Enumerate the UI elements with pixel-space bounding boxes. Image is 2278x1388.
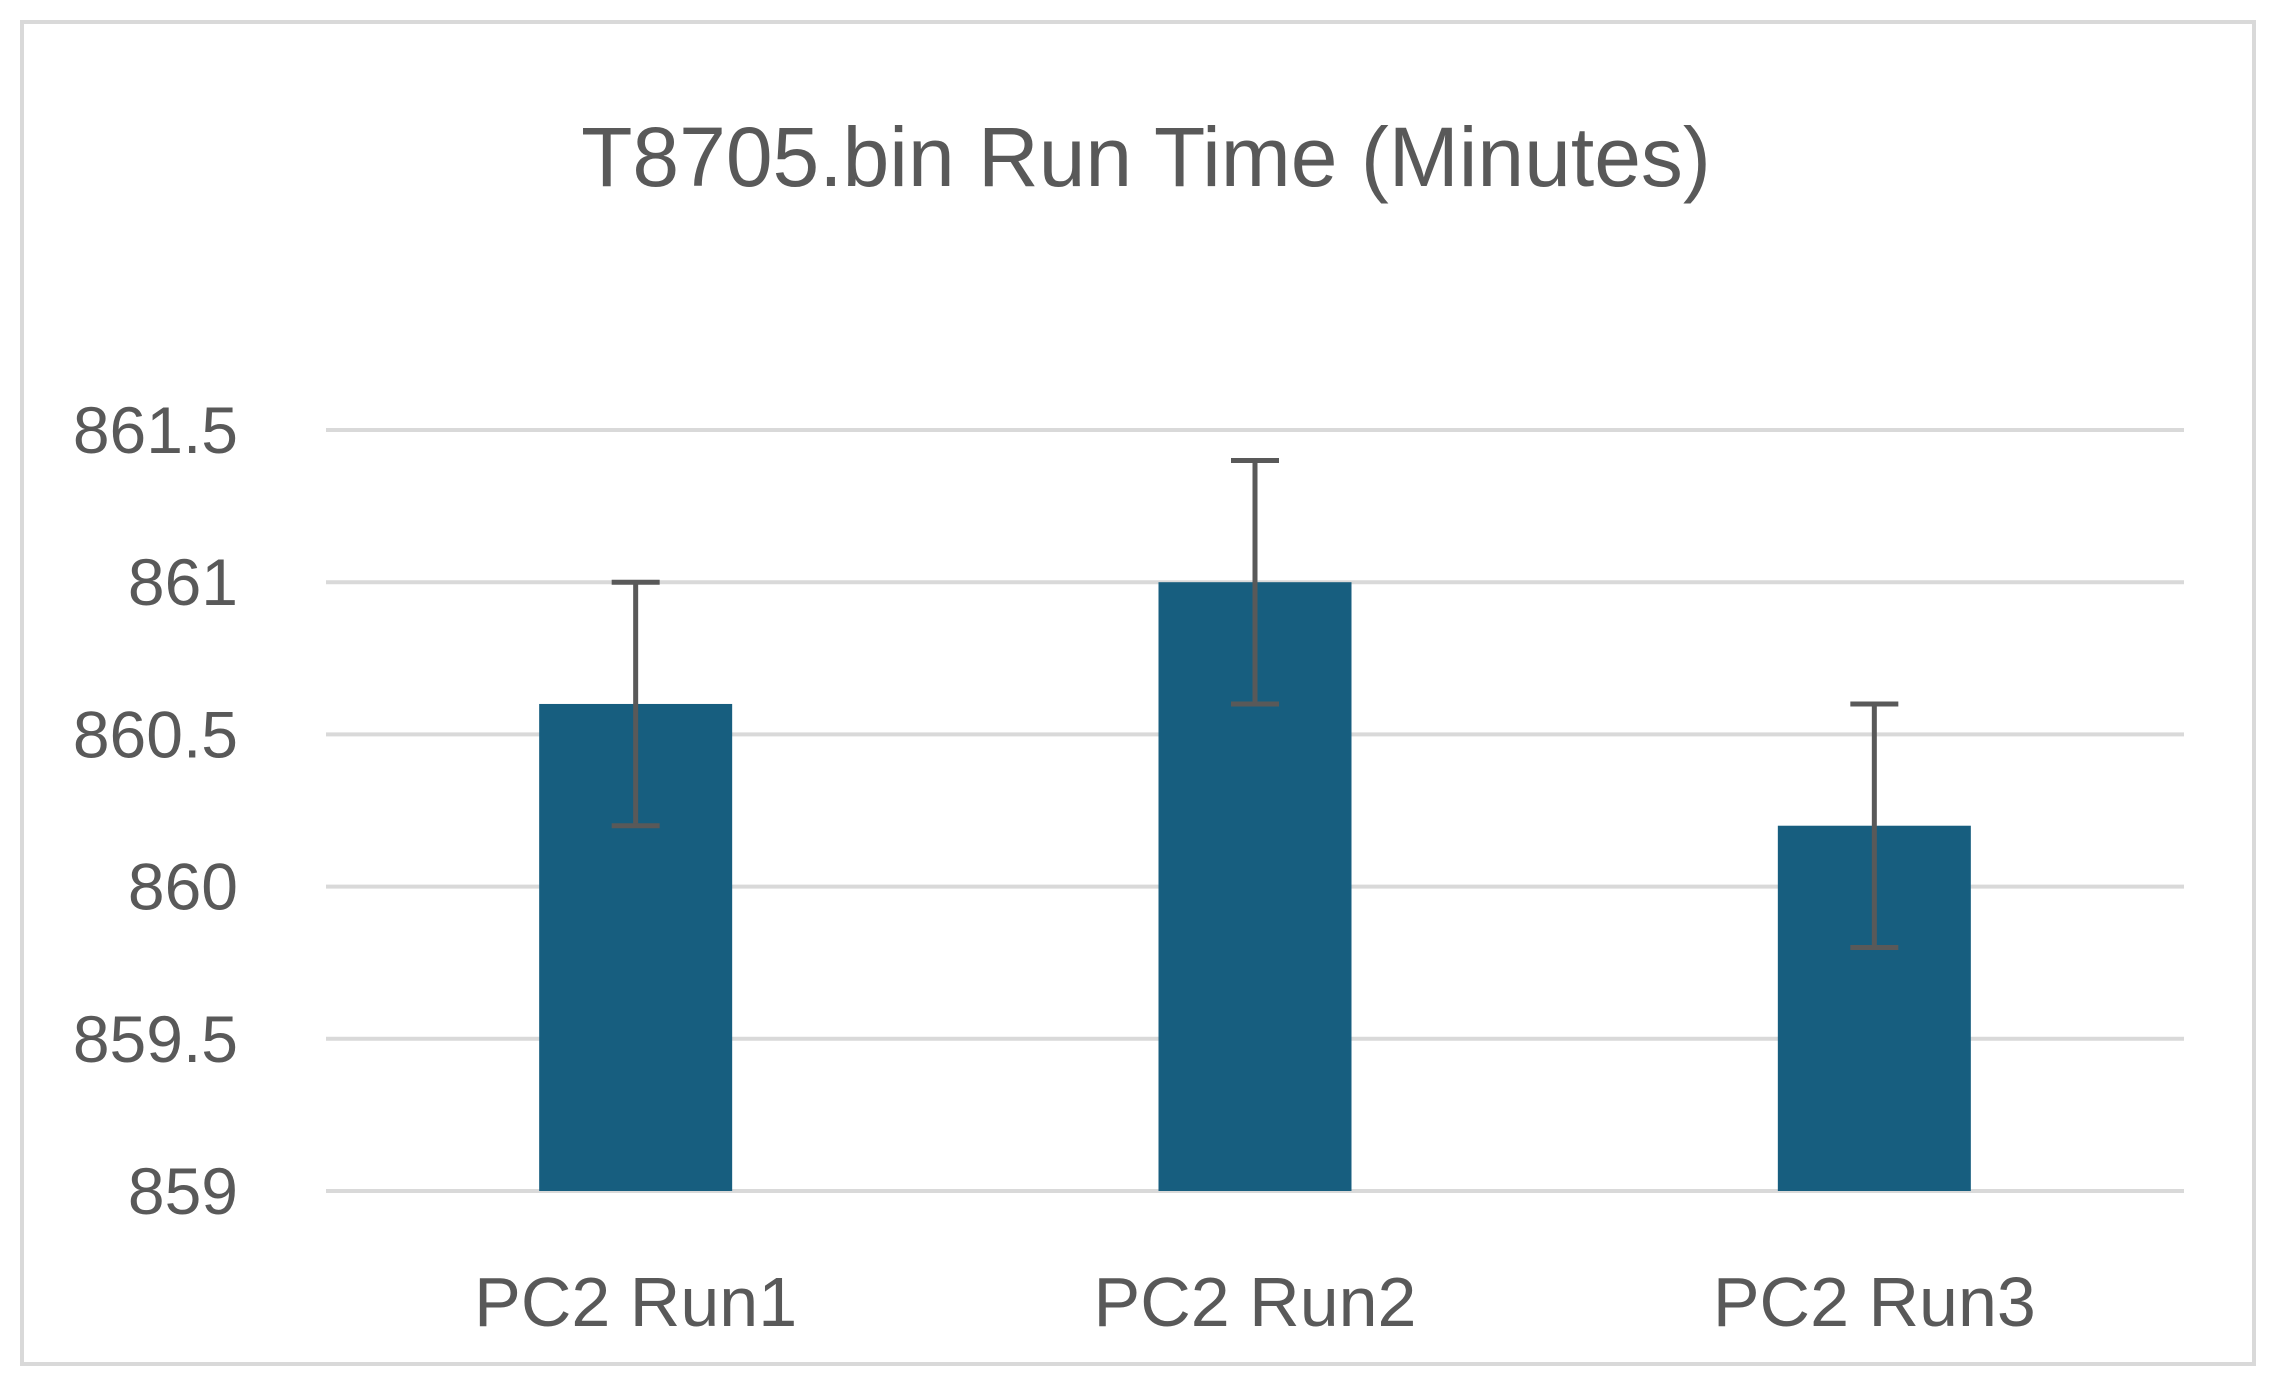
x-category-label: PC2 Run1 [474, 1263, 797, 1341]
y-tick-label: 861 [128, 545, 238, 619]
error-bars [611, 457, 1899, 950]
y-tick-label: 860 [128, 850, 238, 924]
x-category-label: PC2 Run2 [1094, 1263, 1417, 1341]
y-tick-label: 861.5 [73, 393, 238, 467]
x-axis-categories: PC2 Run1 PC2 Run2 PC2 Run3 [474, 1263, 2036, 1341]
y-axis-ticks: 859 859.5 860 860.5 861 861.5 [73, 393, 238, 1228]
y-tick-label: 859.5 [73, 1002, 238, 1076]
y-tick-label: 859 [128, 1154, 238, 1228]
x-category-label: PC2 Run3 [1713, 1263, 2036, 1341]
y-tick-label: 860.5 [73, 697, 238, 771]
chart-title: T8705.bin Run Time (Minutes) [581, 110, 1711, 204]
